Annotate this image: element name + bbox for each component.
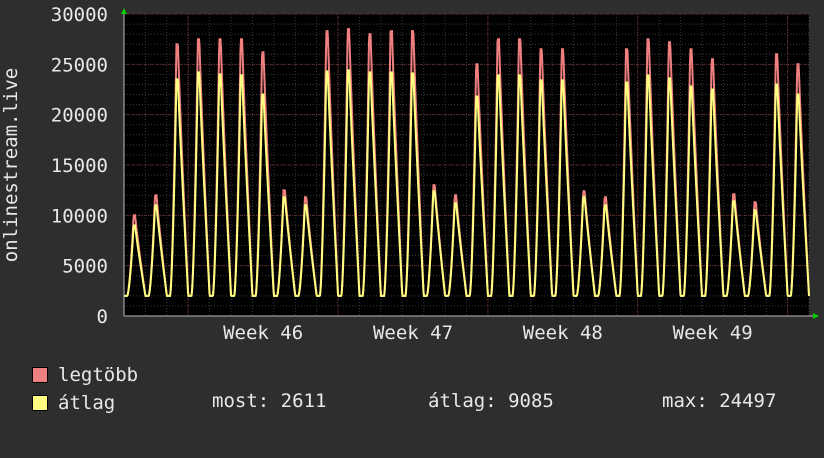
x-tick-label: Week 48 [523, 322, 603, 344]
y-tick-label: 5000 [62, 256, 108, 278]
x-tick-labels: Week 46 Week 47 Week 48 Week 49 [223, 322, 753, 344]
legend-item-legtobb: legtöbb [32, 364, 138, 386]
legend-label-legtobb: legtöbb [58, 364, 139, 386]
y-tick-label: 20000 [51, 105, 108, 127]
legend-swatch-atlag [32, 395, 48, 411]
y-tick-label: 15000 [51, 155, 108, 177]
y-tick-labels: 0 5000 10000 15000 20000 25000 30000 [51, 4, 108, 328]
y-axis-title: onlinestream.live [0, 68, 22, 262]
legend-swatch-legtobb [32, 367, 48, 383]
legend-label-atlag: átlag [58, 392, 116, 414]
x-tick-label: Week 46 [223, 322, 303, 344]
legend-item-atlag: átlag [32, 392, 115, 414]
x-axis-arrow [813, 313, 819, 319]
y-tick-label: 0 [97, 306, 108, 328]
y-axis-arrow [121, 8, 127, 14]
stat-max: max: 24497 [662, 390, 777, 412]
x-tick-label: Week 49 [673, 322, 753, 344]
stat-atlag: átlag: 9085 [428, 390, 554, 412]
y-tick-label: 10000 [51, 205, 108, 227]
x-tick-label: Week 47 [373, 322, 453, 344]
y-tick-label: 25000 [51, 54, 108, 76]
series-line-atlag [124, 69, 810, 297]
stat-most: most: 2611 [212, 390, 327, 412]
y-tick-label: 30000 [51, 4, 108, 26]
